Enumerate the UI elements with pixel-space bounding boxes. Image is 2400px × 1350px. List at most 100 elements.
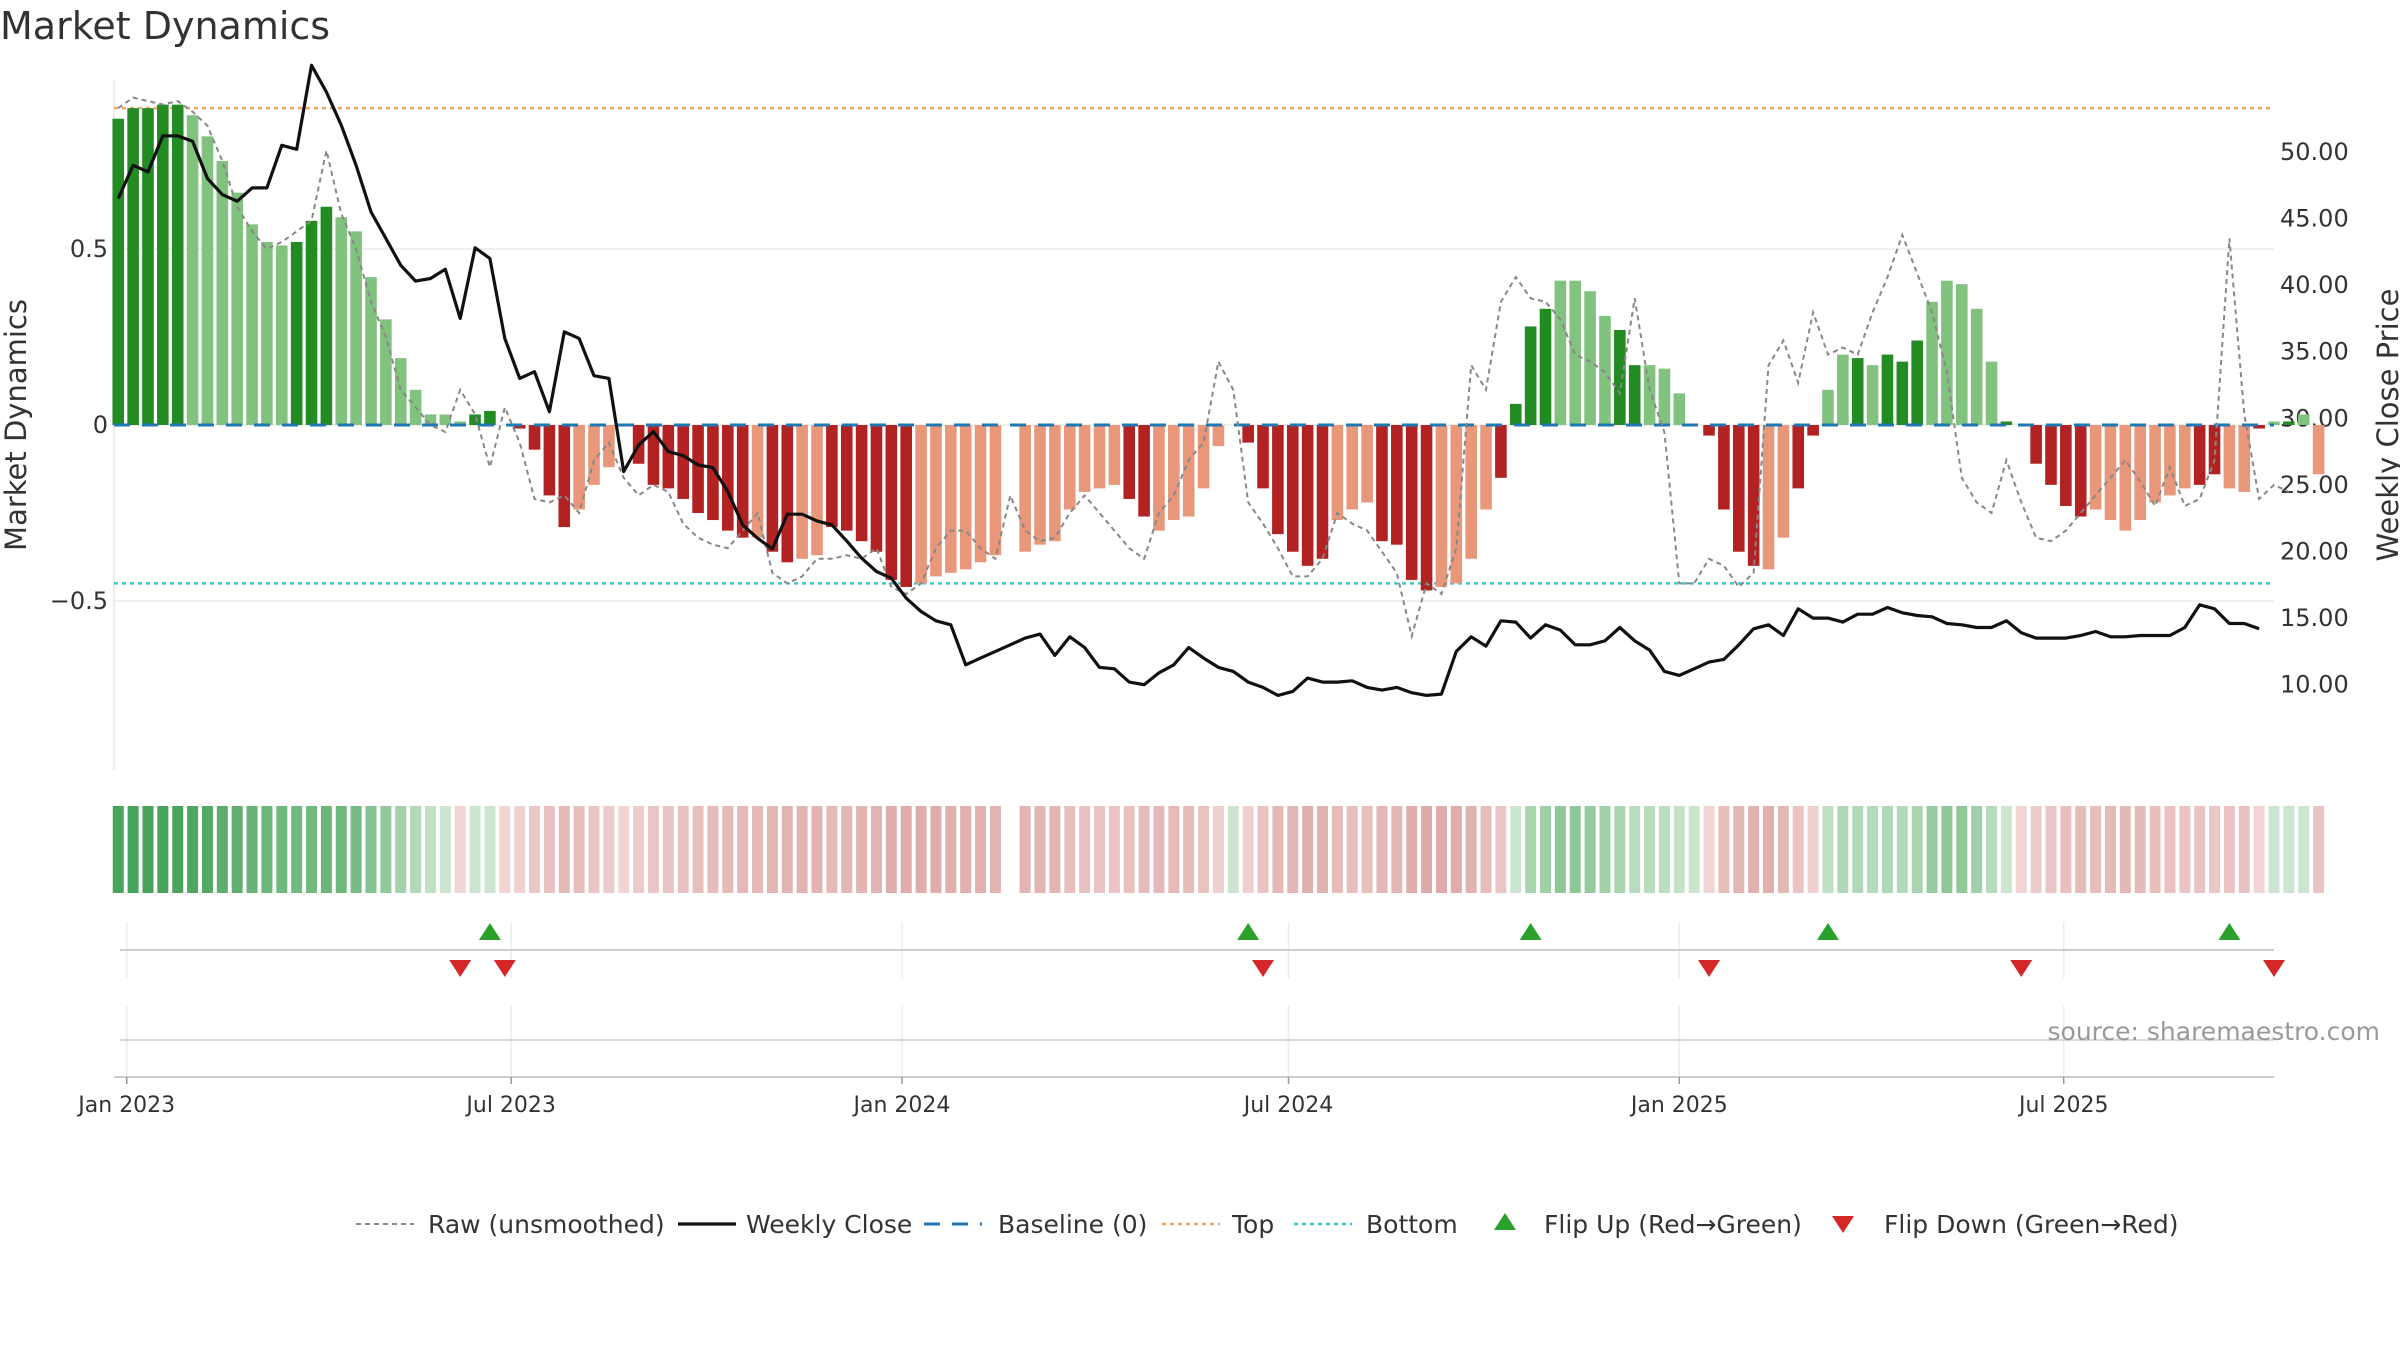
legend-label: Flip Up (Red→Green) <box>1544 1210 1802 1239</box>
histogram-bar <box>1019 425 1031 552</box>
regime-strip-cell <box>1049 806 1061 893</box>
y-right-tick-label: 40.00 <box>2280 271 2349 299</box>
histogram-bar <box>855 425 868 542</box>
regime-strip-cell <box>811 806 823 893</box>
histogram-bar <box>959 425 972 570</box>
y-right-tick-label: 10.00 <box>2280 671 2349 699</box>
histogram-bar <box>2074 425 2087 517</box>
regime-strip-cell <box>306 806 318 893</box>
histogram-bar <box>707 425 719 521</box>
regime-strip-cell <box>2283 806 2295 893</box>
regime-strip-cell <box>231 806 243 893</box>
regime-strip-cell <box>1480 806 1492 893</box>
regime-strip-cell <box>469 806 481 893</box>
histogram-bar <box>231 192 243 425</box>
regime-strip-cell <box>2149 806 2161 893</box>
regime-strip-cell <box>2313 806 2325 893</box>
histogram-bar <box>305 220 318 425</box>
histogram-bar <box>1509 403 1522 425</box>
regime-strip-cell <box>841 806 853 893</box>
histogram-bar <box>1718 425 1730 510</box>
regime-strip-cell <box>1644 806 1656 893</box>
histogram-bar <box>1301 425 1314 566</box>
histogram-bar <box>350 231 362 425</box>
histogram-bar <box>826 425 838 528</box>
regime-strip-cell <box>1822 806 1834 893</box>
regime-strip-cell <box>2164 806 2176 893</box>
regime-strip-cell <box>989 806 1001 893</box>
regime-strip-cell <box>558 806 570 893</box>
flip-down-marker <box>493 960 516 977</box>
regime-strip-cell <box>1896 806 1908 893</box>
legend-label: Bottom <box>1366 1210 1458 1239</box>
histogram-bar <box>1614 329 1626 425</box>
regime-strip-cell <box>1629 806 1641 893</box>
regime-strip-cell <box>529 806 541 893</box>
x-tick-label: Jul 2025 <box>2017 1093 2109 1118</box>
histogram-bar <box>1732 425 1745 552</box>
regime-strip-cell <box>662 806 674 893</box>
regime-strip-cell <box>246 806 258 893</box>
histogram-bar <box>2193 425 2206 485</box>
regime-strip-cell <box>1034 806 1046 893</box>
regime-strip-cell <box>1019 806 1031 893</box>
histogram-bar <box>1643 365 1656 425</box>
histogram-bar <box>1747 425 1760 566</box>
histogram-bar <box>603 425 615 468</box>
histogram-bar <box>662 425 675 489</box>
histogram-bar <box>766 425 779 552</box>
histogram-bar <box>1658 368 1671 425</box>
regime-strip-cell <box>1525 806 1537 893</box>
regime-strip-cell <box>900 806 912 893</box>
regime-strip-cell <box>1168 806 1180 893</box>
histogram-bar <box>2104 425 2117 521</box>
regime-strip-cell <box>722 806 734 893</box>
regime-strip-cell <box>1554 806 1566 893</box>
flip-up-marker <box>478 923 501 940</box>
flip-down-marker <box>2263 960 2285 977</box>
regime-strip-cell <box>915 806 927 893</box>
regime-strip-cell <box>752 806 764 893</box>
histogram-bar <box>915 425 927 584</box>
histogram-bar <box>1985 361 1998 425</box>
flip-up-marker <box>2218 923 2241 940</box>
histogram-bar <box>840 425 853 531</box>
histogram-bar <box>1970 308 1983 425</box>
regime-strip-cell <box>1986 806 1998 893</box>
histogram-bar <box>796 425 808 559</box>
histogram-bar <box>2134 425 2146 521</box>
histogram-bar <box>1851 358 1864 425</box>
regime-strip-cell <box>1242 806 1254 893</box>
histogram-bar <box>2000 421 2013 425</box>
regime-strip-cell <box>2134 806 2146 893</box>
regime-strip-cell <box>1569 806 1581 893</box>
histogram-bar <box>1822 389 1834 425</box>
histogram-bar <box>1034 425 1046 545</box>
histogram-bar <box>1078 425 1091 492</box>
regime-strip-cell <box>1212 806 1224 893</box>
histogram-bar <box>751 425 764 538</box>
regime-strip-cell <box>172 806 184 893</box>
histogram-bar <box>2089 425 2102 510</box>
histogram-bar <box>2312 425 2325 475</box>
histogram-bar <box>573 425 585 510</box>
regime-strip-cell <box>1183 806 1195 893</box>
regime-strip-cell <box>2075 806 2087 893</box>
y-right-tick-label: 45.00 <box>2280 205 2349 233</box>
regime-strip-cell <box>856 806 868 893</box>
histogram-bar <box>1376 425 1388 542</box>
histogram-bar <box>1153 425 1165 531</box>
histogram-bar <box>484 410 496 425</box>
histogram-bar <box>692 425 704 514</box>
regime-strip-cell <box>2060 806 2072 893</box>
histogram-bar <box>1391 425 1403 545</box>
x-tick-label: Jan 2024 <box>852 1093 951 1118</box>
histogram-bar <box>558 425 571 528</box>
regime-strip-cell <box>1510 806 1522 893</box>
histogram-bar <box>1866 365 1879 425</box>
histogram-bar <box>677 425 690 499</box>
histogram-bar <box>513 425 526 429</box>
histogram-bar <box>974 425 987 563</box>
regime-strip-cell <box>454 806 466 893</box>
